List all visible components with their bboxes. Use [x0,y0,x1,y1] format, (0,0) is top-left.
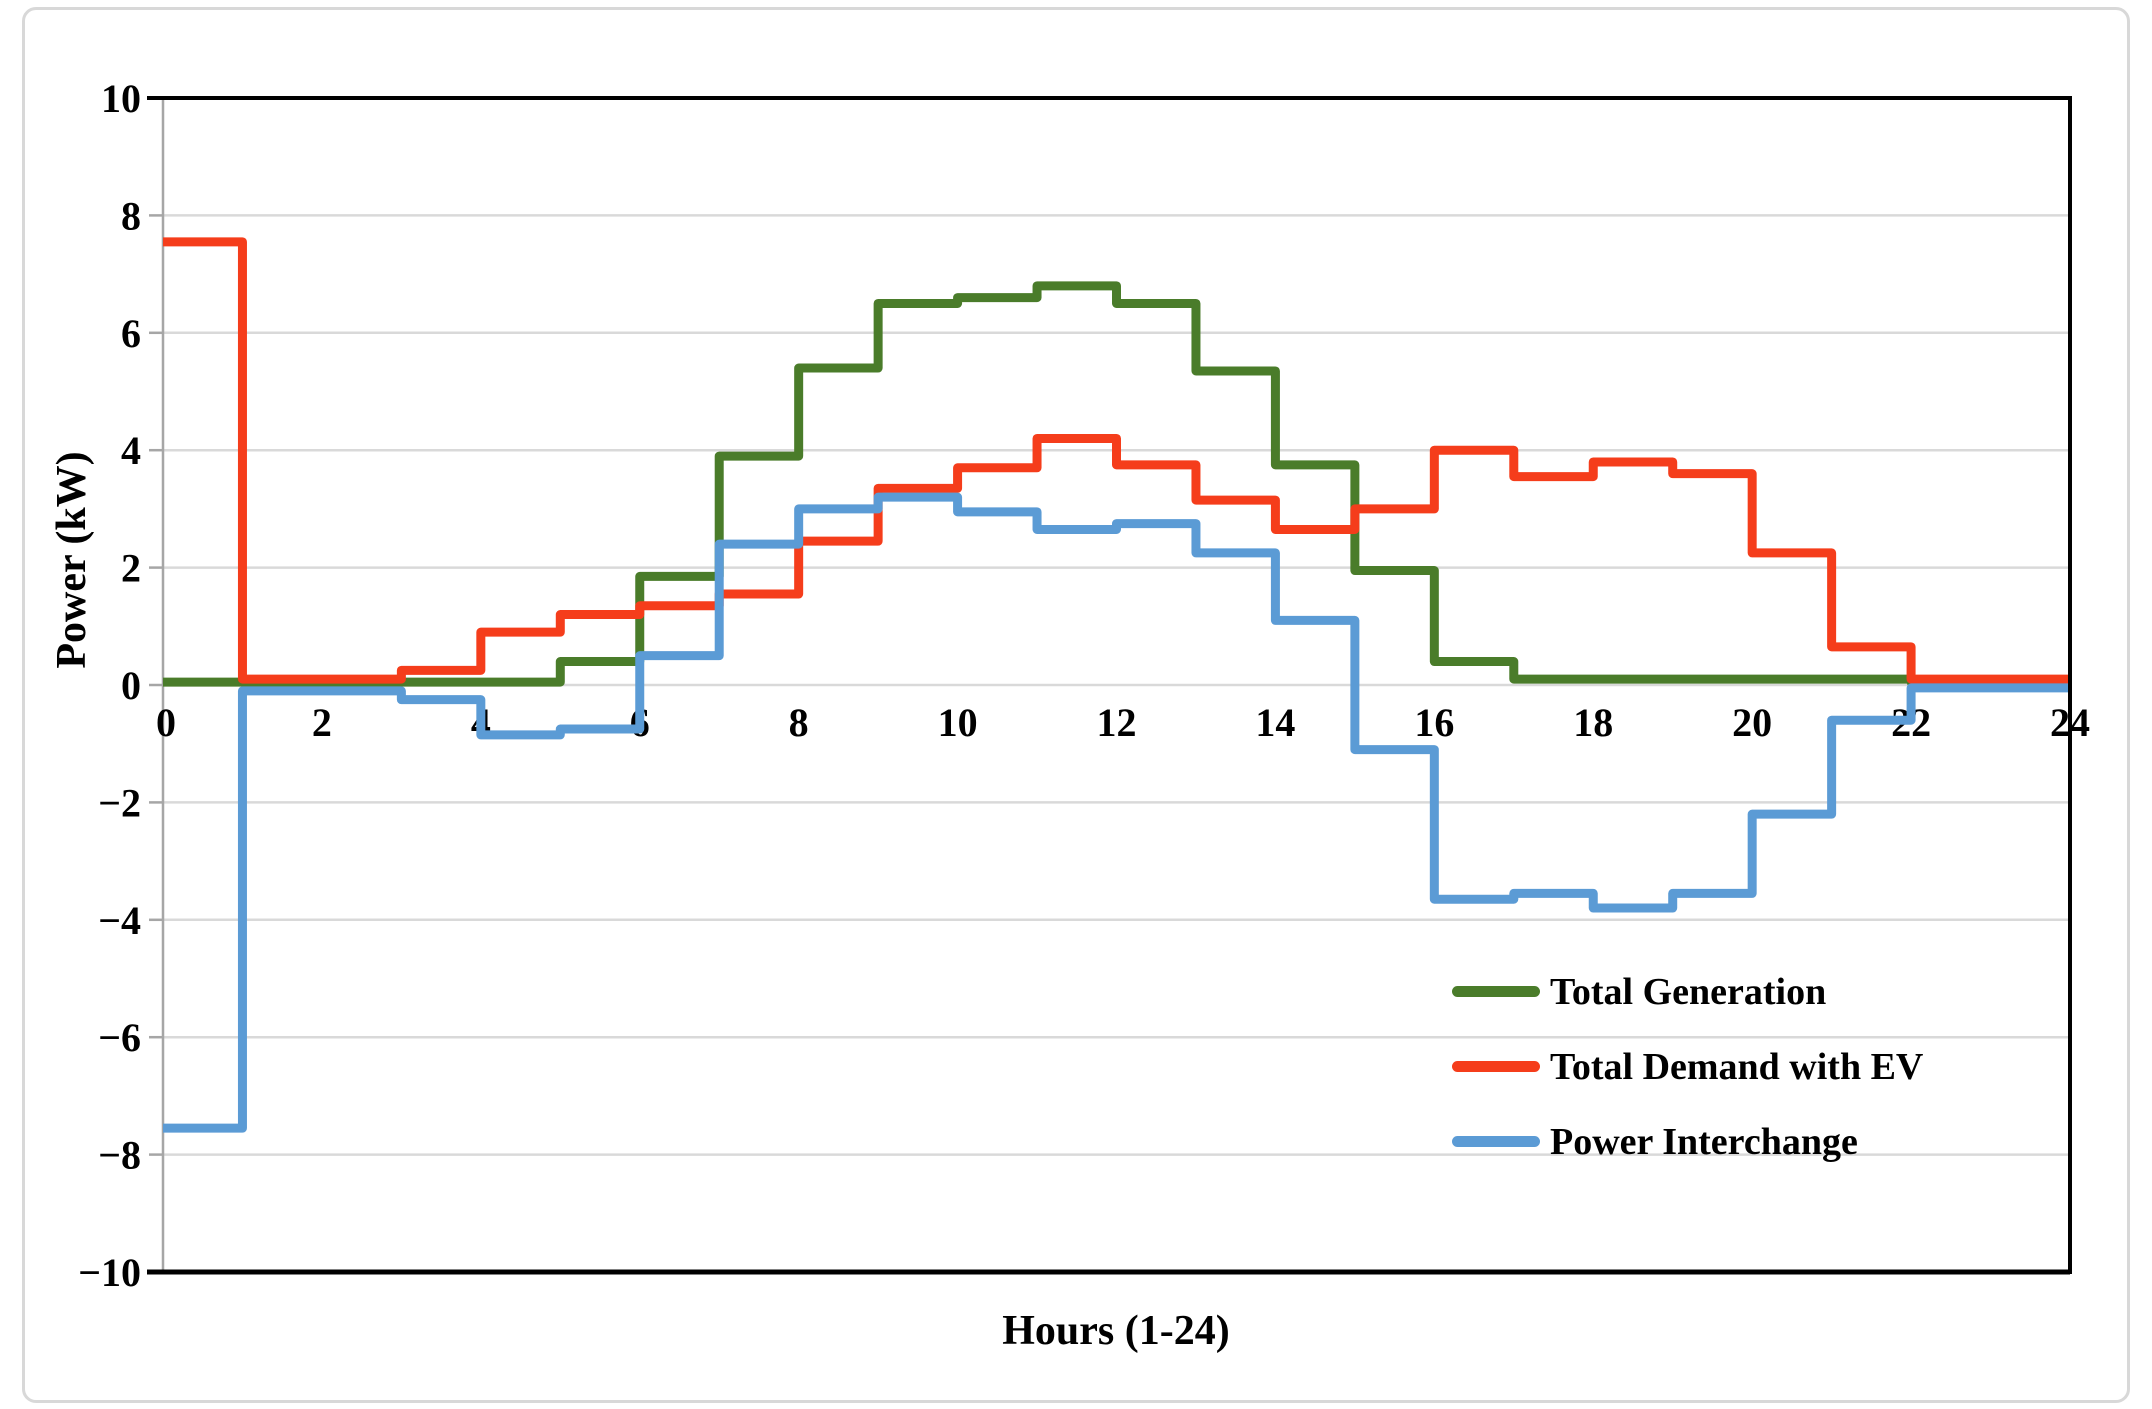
x-tick-label: 18 [1573,700,1613,745]
x-tick-label: 2 [312,700,332,745]
series-power-interchange [163,492,2070,1133]
y-axis-title: Power (kW) [49,451,95,669]
y-tick-label: 2 [121,546,141,591]
total-demand-line-swatch [1452,1061,1540,1072]
y-tick-label: −6 [98,1015,141,1060]
y-tick-label: 6 [121,311,141,356]
x-tick-label: 8 [789,700,809,745]
x-axis-title: Hours (1-24) [1002,1308,1230,1354]
y-tick-label: 0 [121,663,141,708]
y-tick-label: 10 [101,76,141,121]
series-total-generation [163,281,2070,687]
legend: Total Generation Total Demand with EV Po… [1452,954,1923,1179]
x-tick-label: 0 [156,700,176,745]
x-tick-label: 10 [938,700,978,745]
series-total-demand-with-ev [163,237,2070,684]
y-tick-label: −4 [98,898,141,943]
y-tick-label: −2 [98,780,141,825]
x-tick-label: 16 [1414,700,1454,745]
legend-item-total-generation: Total Generation [1452,954,1923,1029]
x-tick-label: 14 [1255,700,1295,745]
legend-label: Power Interchange [1550,1120,1858,1163]
legend-item-power-interchange: Power Interchange [1452,1104,1923,1179]
legend-item-total-demand-with-ev: Total Demand with EV [1452,1029,1923,1104]
legend-label: Total Demand with EV [1550,1045,1924,1088]
legend-label: Total Generation [1550,970,1827,1013]
x-tick-label: 20 [1732,700,1772,745]
y-tick-label: −10 [78,1250,141,1295]
power-interchange-line-swatch [1452,1136,1540,1147]
y-tick-label: −8 [98,1133,141,1178]
y-tick-label: 8 [121,193,141,238]
x-tick-label: 12 [1097,700,1137,745]
total-generation-line-swatch [1452,986,1540,997]
y-tick-label: 4 [121,428,141,473]
